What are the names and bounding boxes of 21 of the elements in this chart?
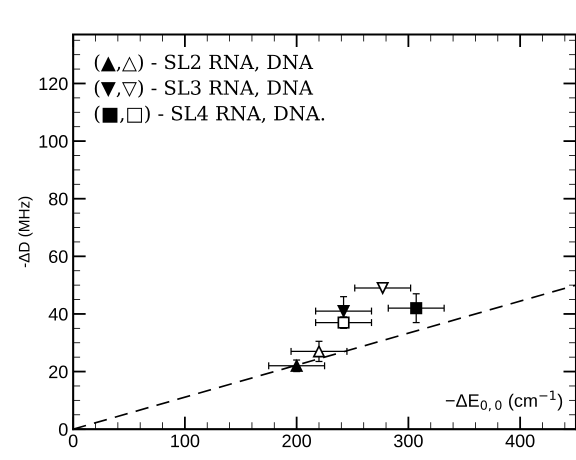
point (410, 302, 422, 314)
x-tick-label: 300 (394, 434, 423, 448)
y-tick-label: 60 (49, 250, 68, 264)
point (312, 345, 326, 358)
y-axis-title: -ΔD (MHz) (18, 196, 33, 268)
x-tick-label: 200 (282, 434, 311, 448)
annotation: (▼,▽) - SL3 RNA, DNA (94, 80, 314, 98)
point (376, 282, 389, 294)
x-axis-title: −ΔE$_{0,0}$ (cm$^{−1}$) (446, 390, 562, 412)
y-tick-label: 120 (40, 77, 68, 90)
annotation: (■,□) - SL4 RNA, DNA. (94, 106, 324, 124)
y-tick-label: 40 (48, 308, 68, 321)
y-tick-label: 20 (49, 365, 68, 378)
x-tick-label: 100 (171, 434, 200, 448)
annotation: (▲,△) - SL2 RNA, DNA (94, 54, 314, 72)
y-tick-label: 100 (40, 135, 68, 148)
point (338, 305, 350, 318)
x-tick-label: 400 (505, 434, 534, 448)
x-tick-label: 0 (68, 434, 78, 448)
y-tick-label: 80 (48, 192, 68, 206)
y-tick-label: 0 (58, 423, 68, 436)
